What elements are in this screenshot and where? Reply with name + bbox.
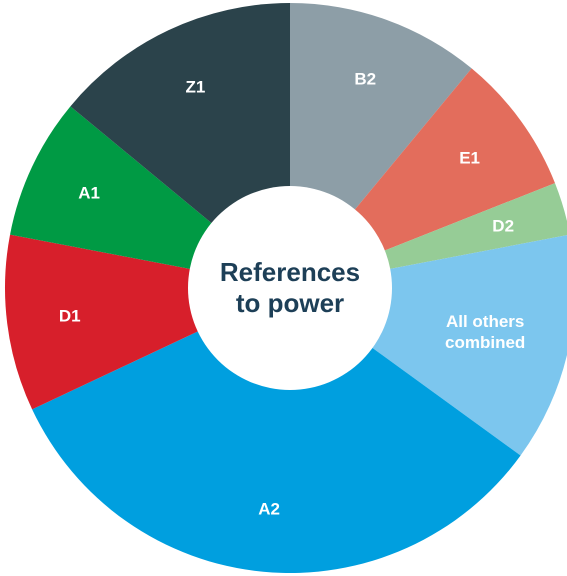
slice-label: D2 <box>492 216 515 236</box>
slice-label: All others combined <box>445 311 526 352</box>
slice-label: A1 <box>78 183 100 203</box>
slice <box>32 288 521 573</box>
slice-label: E1 <box>459 148 480 167</box>
slice-label: B2 <box>354 69 377 89</box>
slice-label: Z1 <box>185 77 206 97</box>
chart-title: References to power <box>219 257 361 318</box>
donut-hole <box>188 186 392 390</box>
slice-label: D1 <box>58 306 81 326</box>
slice-label: A2 <box>258 499 280 519</box>
